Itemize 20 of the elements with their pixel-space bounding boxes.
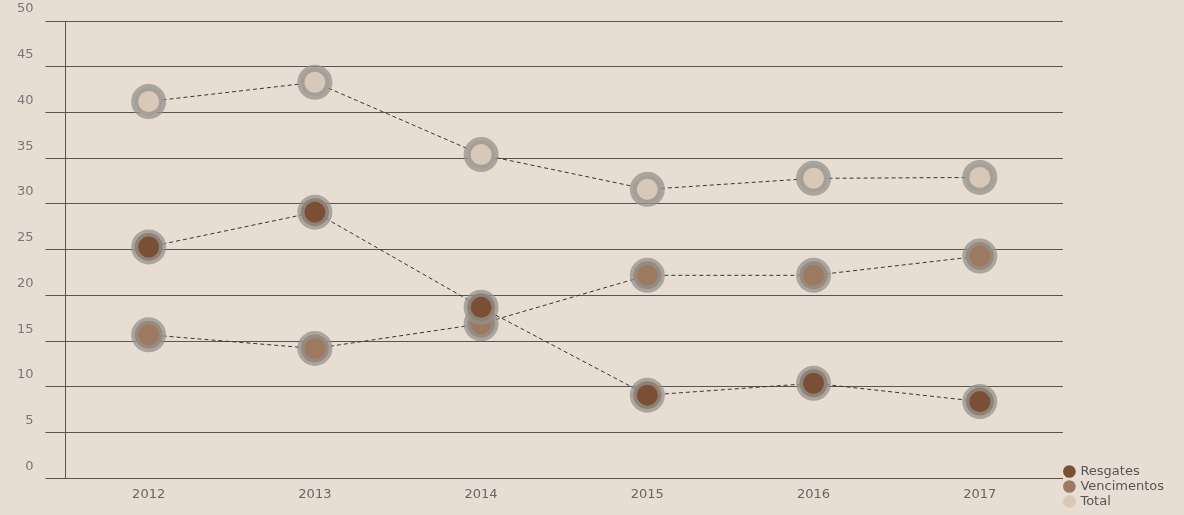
y-tick-label: 40 bbox=[17, 91, 34, 107]
y-tick-label: 5 bbox=[25, 412, 34, 428]
x-tick-label: 2015 bbox=[630, 485, 664, 501]
y-tick-label: 0 bbox=[25, 457, 34, 473]
legend-label: Resgates bbox=[1080, 462, 1140, 478]
y-tick-label: 50 bbox=[17, 0, 34, 16]
y-tick-label: 10 bbox=[17, 366, 34, 382]
y-tick-label: 15 bbox=[17, 320, 34, 336]
y-tick-label: 20 bbox=[17, 274, 34, 290]
x-tick-label: 2012 bbox=[132, 485, 166, 501]
x-tick-label: 2014 bbox=[464, 485, 498, 501]
y-tick-label: 30 bbox=[17, 183, 34, 199]
x-tick-label: 2013 bbox=[298, 485, 332, 501]
y-tick-label: 35 bbox=[17, 137, 34, 153]
legend-label: Vencimentos bbox=[1080, 477, 1165, 493]
y-tick-label: 45 bbox=[17, 46, 34, 62]
legend-label: Total bbox=[1079, 492, 1111, 508]
x-tick-label: 2017 bbox=[963, 485, 997, 501]
x-tick-label: 2016 bbox=[797, 485, 831, 501]
y-tick-label: 25 bbox=[17, 229, 34, 245]
